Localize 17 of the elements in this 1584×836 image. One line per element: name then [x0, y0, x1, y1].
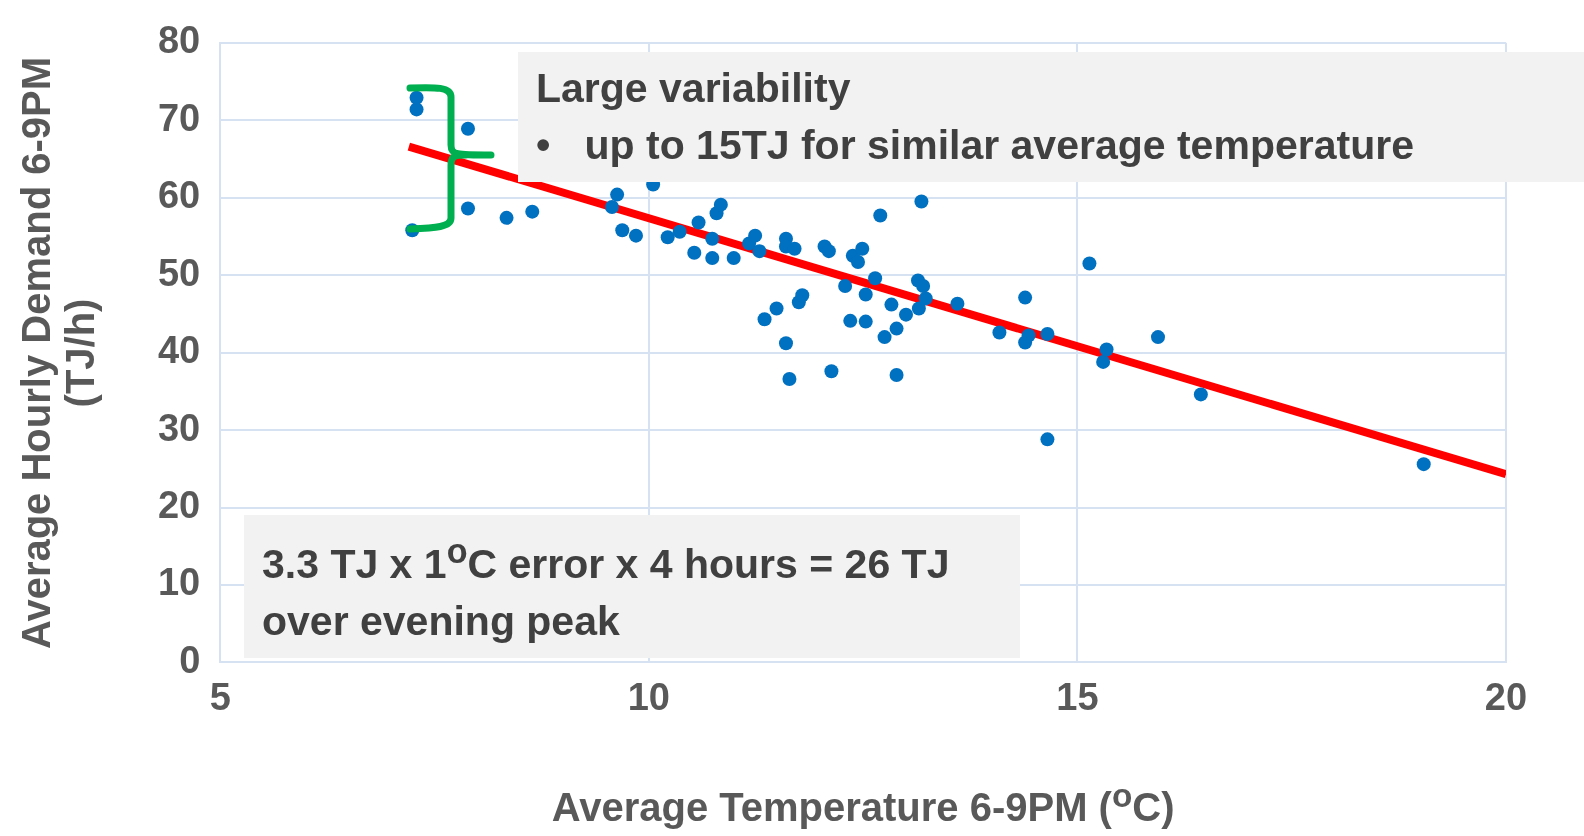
- y-tick-label: 70: [157, 96, 201, 139]
- text-box: Large variability • up to 15TJ for similar average temperature: [518, 52, 1584, 182]
- y-tick-label: 10: [157, 561, 201, 604]
- x-tick-label: 20: [1484, 675, 1528, 718]
- y-tick-label: 30: [157, 406, 201, 449]
- x-tick-label: 10: [627, 675, 670, 718]
- y-tick-label: 60: [157, 174, 201, 217]
- y-tick-label: 40: [157, 329, 201, 372]
- x-tick-label: 15: [1056, 675, 1099, 718]
- text-box: 3.3 TJ x 1$^{o}$C error x 4 hours = 26 TJ over evening peak: [244, 515, 1020, 658]
- y-tick-label: 20: [157, 483, 201, 526]
- x-tick-label: 5: [209, 675, 231, 718]
- y-tick-label: 50: [157, 251, 201, 294]
- y-tick-label: 0: [179, 638, 201, 681]
- y-axis-title: Average Hourly Demand 6-9PM (TJ/h): [14, 55, 102, 651]
- y-tick-label: 80: [157, 19, 201, 62]
- x-axis-title: Average Temperature 6-9PM ($^{o}$C): [550, 776, 1176, 832]
